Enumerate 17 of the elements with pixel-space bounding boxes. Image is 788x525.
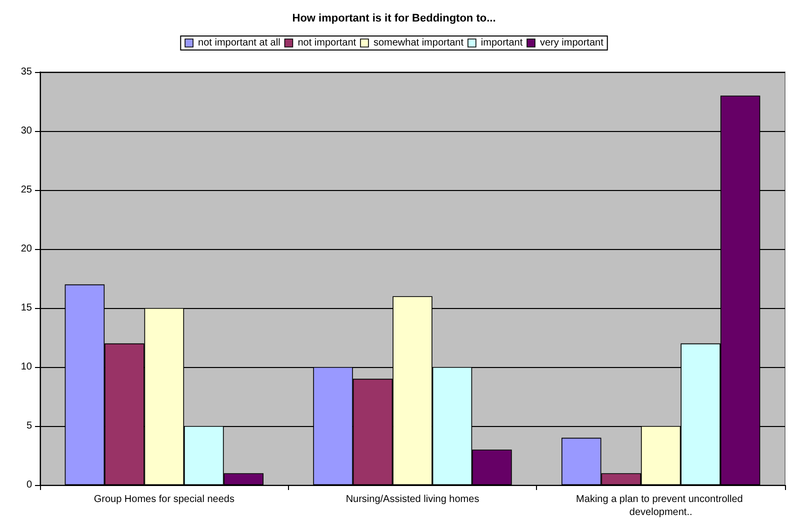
y-tick-label: 15 (20, 302, 32, 314)
y-tick-label: 5 (26, 420, 32, 432)
y-tick-label: 20 (20, 244, 32, 254)
legend-label: not important at all (198, 38, 280, 48)
y-tick-label: 25 (20, 184, 32, 196)
x-tick-label: Group Homes for special needs (94, 494, 234, 505)
y-tick-label: 0 (26, 480, 32, 490)
legend-label: very important (540, 38, 604, 48)
y-tick-label: 30 (20, 126, 32, 136)
chart-title: How important is it for Beddington to... (292, 12, 496, 24)
x-tick-label: Making a plan to prevent uncontrolled development.. (576, 494, 746, 518)
y-tick-label: 35 (20, 66, 32, 78)
x-tick-label: Nursing/Assisted living homes (346, 494, 480, 505)
legend-label: important (480, 38, 523, 48)
y-tick-label: 10 (20, 362, 32, 372)
legend-label: somewhat important (373, 38, 464, 48)
legend-label: not important (298, 38, 356, 48)
